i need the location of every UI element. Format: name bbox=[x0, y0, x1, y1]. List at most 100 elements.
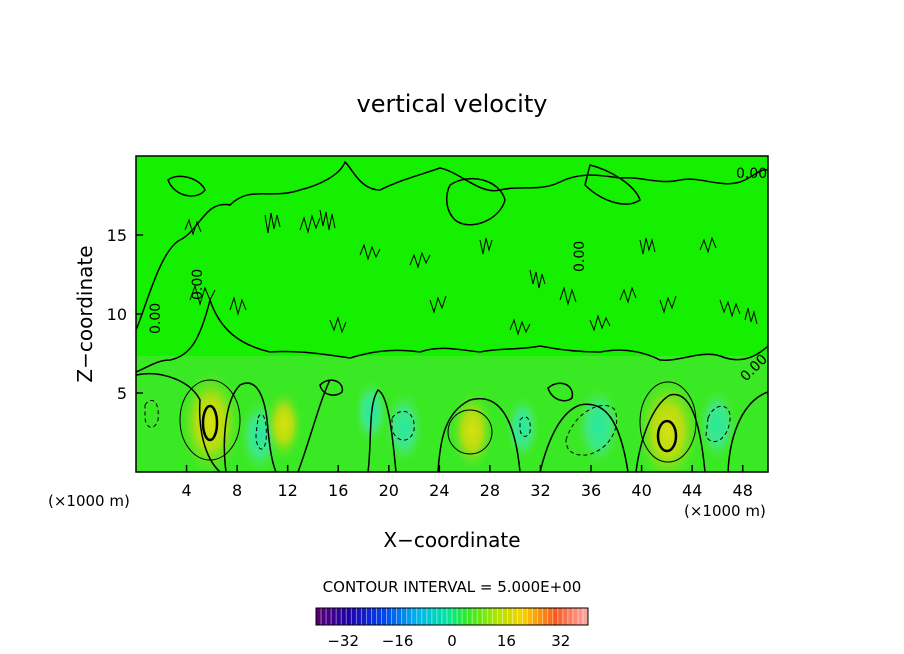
colorbar-bin bbox=[507, 608, 513, 625]
colorbar-bin bbox=[537, 608, 544, 625]
colorbar-bin bbox=[416, 608, 423, 625]
contour-noise bbox=[184, 218, 202, 236]
contour-zero-column bbox=[367, 389, 397, 472]
contour-label: 0.00 bbox=[190, 269, 206, 300]
contour-label: 0.00 bbox=[148, 303, 164, 334]
contour-noise bbox=[264, 212, 281, 234]
colorbar-bin bbox=[346, 608, 352, 625]
colorbar-bin bbox=[472, 608, 478, 625]
downdraft-region bbox=[575, 384, 622, 468]
colorbar-bin bbox=[477, 608, 483, 625]
y-tick-label: 5 bbox=[117, 384, 127, 403]
x-axis: 4 8 12 16 20 24 28 32 36 40 44 48 bbox=[181, 465, 753, 500]
contour-noise bbox=[509, 318, 531, 336]
contour-noise bbox=[189, 284, 216, 306]
colorbar-bin bbox=[331, 608, 337, 625]
contour-noise bbox=[639, 237, 656, 255]
colorbar-tick-label: 32 bbox=[551, 632, 570, 650]
colorbar-bin bbox=[582, 608, 589, 625]
x-tick-label: 40 bbox=[631, 481, 651, 500]
contour-negative bbox=[391, 410, 415, 441]
contour-level-20 bbox=[201, 404, 219, 442]
contour-noise bbox=[529, 269, 546, 289]
contour-zero-column bbox=[727, 391, 768, 472]
x-tick-label: 12 bbox=[278, 481, 298, 500]
x-tick-label: 48 bbox=[733, 481, 753, 500]
colorbar-bin bbox=[391, 608, 398, 625]
colorbar-bin bbox=[557, 608, 564, 625]
contour-noise bbox=[299, 214, 321, 234]
colorbar-tick-label: −16 bbox=[382, 632, 414, 650]
updraft-region bbox=[450, 390, 495, 472]
contour-zero-lower bbox=[136, 297, 768, 373]
colorbar-bin bbox=[577, 608, 584, 625]
colorbar-bin bbox=[547, 608, 554, 625]
contour-level-5 bbox=[179, 379, 241, 461]
colorbar-bin bbox=[497, 608, 503, 625]
colorbar-bin bbox=[406, 608, 413, 625]
colorbar-bin bbox=[572, 608, 579, 625]
colorbar-bin bbox=[326, 608, 332, 625]
contour-negative bbox=[255, 413, 267, 450]
x-tick-label: 8 bbox=[232, 481, 242, 500]
colorbar-frame bbox=[315, 607, 589, 626]
contour-zero-column bbox=[297, 379, 331, 472]
colorbar-bin bbox=[467, 608, 473, 625]
contour-level-5 bbox=[639, 381, 697, 463]
colorbar-tick-label: 0 bbox=[447, 632, 457, 650]
colorbar-bin bbox=[321, 608, 327, 625]
downdraft-region bbox=[505, 393, 541, 462]
y-tick-label: 10 bbox=[107, 305, 127, 324]
colorbar-bin bbox=[441, 608, 448, 625]
x-tick-label: 32 bbox=[530, 481, 550, 500]
colorbar-bin bbox=[376, 608, 382, 625]
contour-noise bbox=[719, 299, 741, 318]
x-axis-title: X−coordinate bbox=[383, 528, 520, 552]
contour-loop bbox=[167, 175, 206, 197]
x-tick-label: 36 bbox=[581, 481, 601, 500]
contour-noise bbox=[559, 286, 577, 306]
contour-negative bbox=[519, 416, 531, 437]
contour-noise bbox=[409, 251, 431, 269]
contour-noise bbox=[659, 295, 677, 314]
contour-interval-text: CONTOUR INTERVAL = 5.000E+00 bbox=[323, 578, 582, 596]
colorbar-bin bbox=[532, 608, 539, 625]
colorbar-bin bbox=[381, 608, 388, 625]
colorbar-bin bbox=[502, 608, 508, 625]
colorbar-bin bbox=[341, 608, 347, 625]
x-tick-label: 24 bbox=[429, 481, 449, 500]
colorbar-bin bbox=[401, 608, 408, 625]
y-axis: 5 10 15 bbox=[107, 226, 143, 403]
colorbar-bin bbox=[396, 608, 403, 625]
updraft-region bbox=[178, 368, 243, 472]
colorbar-bin bbox=[436, 608, 443, 625]
contour-zero-column bbox=[539, 403, 629, 472]
x-tick-label: 20 bbox=[379, 481, 399, 500]
contour-noise bbox=[479, 237, 493, 255]
contour-noise bbox=[744, 307, 758, 325]
colorbar-bin bbox=[462, 608, 468, 625]
y-axis-title: Z−coordinate bbox=[73, 245, 97, 382]
colorbar-bin bbox=[522, 608, 529, 625]
colorbar-bin bbox=[446, 608, 453, 625]
colorbar-bin bbox=[457, 608, 463, 625]
colorbar-bin bbox=[411, 608, 418, 625]
contour-loop bbox=[547, 382, 574, 402]
contour-noise bbox=[429, 295, 447, 314]
downdraft-region bbox=[383, 390, 425, 466]
contour-negative bbox=[144, 400, 159, 428]
colorbar-ticks: −32 −16 0 16 32 bbox=[327, 632, 570, 650]
contour-level-5 bbox=[447, 409, 493, 455]
contour-level-20 bbox=[656, 419, 678, 453]
contour-zero-column bbox=[437, 397, 521, 472]
contour-zero-column bbox=[223, 382, 277, 472]
colorbar-bin bbox=[316, 608, 322, 625]
colorbar-bin bbox=[452, 608, 458, 625]
contour-loop bbox=[445, 177, 506, 226]
colorbar-bin bbox=[421, 608, 428, 625]
contour-loop bbox=[584, 164, 641, 205]
colorbar-bin bbox=[431, 608, 438, 625]
x-tick-label: 16 bbox=[328, 481, 348, 500]
chart-title: vertical velocity bbox=[357, 90, 548, 118]
